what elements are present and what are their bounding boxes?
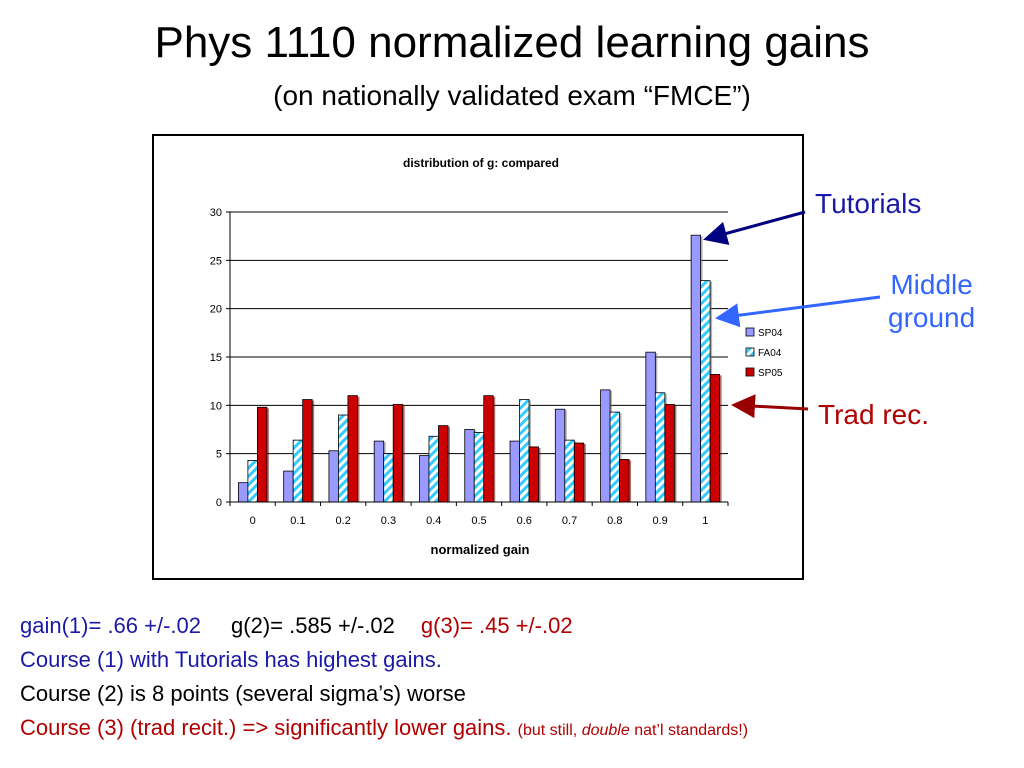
y-tick-label: 10	[210, 400, 222, 412]
x-tick-label: 0.5	[471, 515, 486, 527]
y-tick-label: 5	[216, 449, 222, 461]
bar-sp04	[600, 389, 611, 503]
gain3-text: g(3)= .45 +/-.02	[420, 613, 573, 638]
course3-note: (but still, double nat’l standards!)	[518, 722, 748, 739]
course3-main-text: Course (3) (trad recit.) => significantl…	[20, 715, 512, 740]
slide-subtitle: (on nationally validated exam “FMCE”)	[273, 80, 751, 111]
bar-sp04	[554, 408, 566, 503]
course3-note-a: (but still,	[517, 722, 578, 739]
chart-frame: distribution of g: compared 0 5 10 15 20 25 30…	[152, 134, 804, 580]
bar-sp05	[619, 459, 630, 503]
x-axis-label: normalized gain	[431, 542, 530, 557]
bar-fa04	[564, 439, 575, 503]
y-tick-label: 15	[210, 352, 222, 364]
bar-sp05	[302, 399, 313, 503]
y-tick-label: 25	[210, 255, 222, 267]
gain1-text: gain(1)= .66 +/-.02	[20, 613, 202, 638]
bar-sp05	[483, 395, 494, 503]
x-tick-label: 0.2	[336, 515, 351, 527]
gain-values-line: gain(1)= .66 +/-.02 g(2)= .585 +/-.02 g(3)…	[20, 613, 573, 639]
course3-note-em: double	[581, 722, 630, 739]
course3-note-b: nat’l standards!)	[634, 722, 749, 739]
bar-fa04	[292, 439, 304, 503]
x-tick-label: 0.6	[517, 515, 532, 527]
summary-line-course3: Course (3) (trad recit.) => significantl…	[20, 715, 748, 741]
gain2-text: g(2)= .585 +/-.02	[231, 613, 395, 638]
summary-line-tutorials: Course (1) with Tutorials has highest ga…	[20, 647, 442, 672]
slide-title: Phys 1110 normalized learning gains	[154, 18, 870, 67]
bar-sp05	[528, 446, 539, 503]
bar-chart: distribution of g: compared 051015202530…	[210, 156, 783, 557]
x-tick-label: 0.9	[652, 515, 667, 527]
bar-sp04	[237, 482, 249, 503]
legend-label-sp04: SP04	[758, 328, 783, 339]
trad-rec-label: Trad rec.	[818, 399, 929, 430]
x-tick-label: 1	[702, 515, 708, 527]
bar-fa04	[338, 414, 349, 503]
y-tick-label: 30	[210, 207, 222, 219]
legend-swatch-sp05	[745, 367, 755, 377]
bar-sp05	[573, 442, 585, 503]
legend-label-sp05: SP05	[758, 368, 783, 379]
y-tick-label: 20	[210, 304, 222, 316]
bar-sp05	[709, 373, 721, 503]
bar-fa04	[519, 399, 530, 503]
bar-sp05	[664, 403, 675, 503]
x-tick-label: 0	[250, 515, 256, 527]
chart-title: distribution of g: compared	[403, 156, 559, 170]
bar-sp04	[373, 440, 385, 503]
legend-swatch-fa04	[745, 347, 755, 357]
bar-sp04	[328, 450, 339, 503]
x-tick-label: 0.1	[290, 515, 305, 527]
bar-sp04	[645, 351, 656, 503]
x-tick-label: 0.8	[607, 515, 622, 527]
middle-ground-line1: Middle	[890, 269, 973, 300]
chart-legend: SP04 FA04 SP05	[745, 327, 783, 379]
bar-sp04	[509, 440, 520, 503]
bar-fa04	[700, 280, 711, 503]
bar-fa04	[654, 392, 666, 503]
middle-ground-label: Middle ground	[888, 268, 975, 334]
bar-sp05	[347, 395, 358, 503]
x-tick-label: 0.4	[426, 515, 441, 527]
bar-sp04	[283, 470, 294, 503]
tutorials-label: Tutorials	[815, 188, 922, 219]
legend-label-fa04: FA04	[758, 348, 782, 359]
bar-sp05	[392, 403, 404, 503]
summary-line-course2: Course (2) is 8 points (several sigma’s)…	[20, 681, 466, 706]
x-tick-label: 0.7	[562, 515, 577, 527]
middle-ground-line2: ground	[888, 302, 976, 333]
legend-swatch-sp04	[745, 327, 755, 337]
x-tick-label: 0.3	[381, 515, 396, 527]
bar-sp05	[256, 406, 268, 503]
bar-sp04	[419, 455, 430, 503]
bar-fa04	[473, 431, 485, 503]
bar-fa04	[428, 435, 439, 503]
bar-fa04	[247, 460, 258, 503]
bar-sp04	[690, 234, 702, 503]
bar-fa04	[383, 453, 394, 503]
bar-sp04	[464, 429, 475, 503]
bar-fa04	[609, 411, 620, 503]
bar-sp05	[438, 425, 449, 503]
y-tick-label: 0	[216, 497, 222, 509]
